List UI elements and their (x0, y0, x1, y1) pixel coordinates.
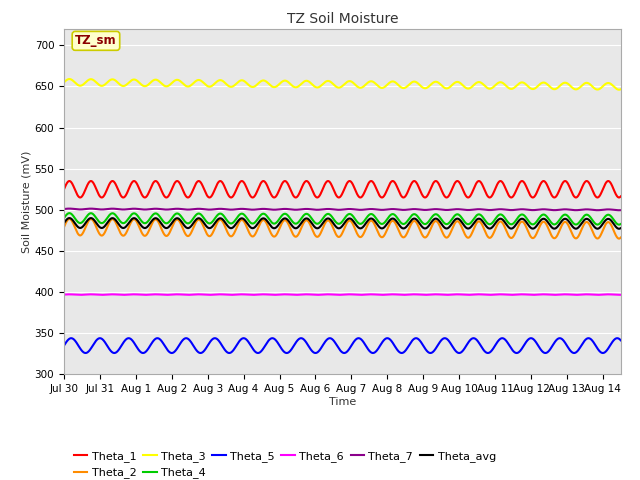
Theta_5 (617, 337, 625, 343)
Theta_1 (60, 186, 68, 192)
Theta_avg (331, 223, 339, 228)
Theta_6 (601, 291, 609, 297)
Theta_5 (269, 336, 276, 341)
Theta_1 (356, 194, 364, 200)
Theta_6 (331, 292, 339, 298)
Y-axis label: Soil Moisture (mV): Soil Moisture (mV) (22, 150, 32, 253)
Theta_7 (331, 207, 339, 213)
Theta_avg (601, 218, 609, 224)
Theta_4 (331, 218, 339, 224)
Theta_7 (316, 207, 324, 213)
Theta_2 (89, 217, 97, 223)
Theta_3 (499, 80, 506, 86)
Theta_4 (601, 214, 609, 220)
Theta_3 (65, 76, 73, 82)
Theta_2 (615, 236, 623, 241)
Theta_2 (617, 235, 625, 240)
Theta_avg (65, 215, 73, 221)
Theta_3 (615, 87, 623, 93)
Line: Theta_1: Theta_1 (64, 181, 621, 197)
Line: Theta_7: Theta_7 (64, 209, 621, 210)
Theta_4 (60, 215, 68, 221)
Theta_1 (602, 181, 609, 187)
Theta_avg (601, 218, 609, 224)
Theta_2 (601, 223, 609, 228)
Theta_6 (216, 291, 224, 297)
Theta_7 (615, 207, 623, 213)
Line: Theta_avg: Theta_avg (64, 218, 621, 229)
Theta_1 (617, 193, 625, 199)
Theta_6 (356, 292, 364, 298)
Theta_4 (316, 219, 324, 225)
Theta_5 (331, 339, 339, 345)
Theta_6 (617, 292, 625, 298)
Theta_7 (65, 206, 73, 212)
Theta_7 (601, 207, 609, 213)
Theta_1 (88, 179, 96, 185)
Theta_1 (216, 178, 224, 184)
Theta_1 (601, 181, 609, 187)
Line: Theta_4: Theta_4 (64, 213, 621, 225)
Theta_2 (331, 229, 339, 235)
Theta_avg (60, 220, 68, 226)
Theta_3 (601, 82, 609, 87)
Theta_6 (316, 292, 324, 298)
Theta_7 (89, 206, 97, 212)
Theta_6 (60, 292, 68, 298)
Theta_5 (602, 349, 609, 355)
X-axis label: Time: Time (329, 397, 356, 407)
Legend: Theta_1, Theta_2, Theta_3, Theta_4, Theta_5, Theta_6, Theta_7, Theta_avg: Theta_1, Theta_2, Theta_3, Theta_4, Thet… (70, 446, 500, 480)
Theta_6 (499, 291, 507, 297)
Theta_4 (65, 210, 73, 216)
Theta_7 (601, 207, 609, 213)
Theta_2 (499, 220, 506, 226)
Line: Theta_2: Theta_2 (64, 219, 621, 239)
Theta_1 (316, 192, 324, 197)
Theta_3 (617, 86, 625, 92)
Theta_2 (601, 223, 609, 229)
Line: Theta_5: Theta_5 (64, 338, 621, 353)
Theta_avg (615, 226, 623, 232)
Theta_avg (617, 225, 625, 231)
Theta_2 (65, 216, 73, 222)
Theta_5 (499, 336, 506, 341)
Theta_3 (89, 77, 97, 83)
Theta_5 (88, 343, 96, 349)
Theta_4 (617, 221, 625, 227)
Theta_4 (615, 222, 623, 228)
Theta_5 (60, 343, 68, 348)
Theta_2 (316, 231, 324, 237)
Theta_avg (89, 216, 97, 222)
Theta_4 (601, 214, 609, 220)
Theta_6 (602, 291, 609, 297)
Text: TZ_sm: TZ_sm (75, 35, 116, 48)
Theta_avg (499, 217, 506, 223)
Theta_5 (513, 350, 520, 356)
Theta_6 (88, 291, 96, 297)
Theta_7 (499, 206, 506, 212)
Theta_7 (60, 206, 68, 212)
Theta_1 (499, 180, 507, 186)
Theta_3 (601, 82, 609, 87)
Title: TZ Soil Moisture: TZ Soil Moisture (287, 12, 398, 26)
Theta_1 (331, 190, 339, 196)
Theta_3 (60, 79, 68, 85)
Theta_avg (316, 224, 324, 229)
Line: Theta_3: Theta_3 (64, 79, 621, 90)
Theta_3 (316, 84, 324, 89)
Theta_5 (601, 349, 609, 355)
Theta_3 (331, 83, 339, 89)
Theta_5 (316, 347, 324, 352)
Theta_7 (617, 207, 625, 213)
Line: Theta_6: Theta_6 (64, 294, 621, 295)
Theta_4 (89, 211, 97, 216)
Theta_4 (499, 213, 506, 218)
Theta_2 (60, 224, 68, 230)
